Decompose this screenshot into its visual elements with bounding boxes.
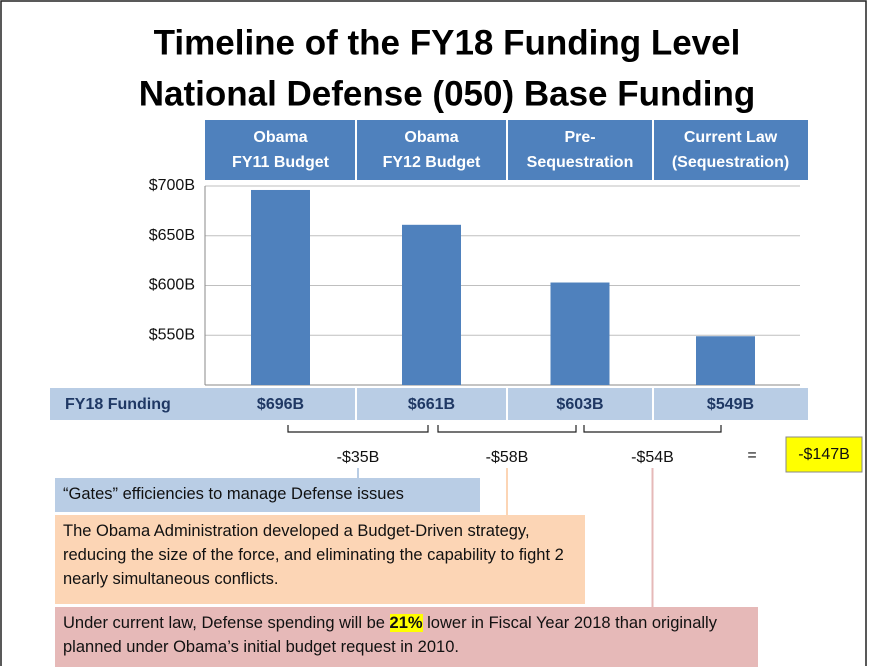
- difference-label: -$54B: [631, 449, 674, 466]
- category-label: Current Law: [684, 129, 778, 146]
- bracket: [583, 425, 722, 433]
- bracket: [287, 425, 429, 433]
- category-label: Obama: [404, 129, 458, 146]
- bar: [550, 282, 610, 385]
- note: “Gates” efficiencies to manage Defense i…: [55, 478, 480, 512]
- bar: [402, 224, 461, 385]
- note-text: Under current law, Defense spending will…: [63, 614, 390, 632]
- category-label: Obama: [253, 129, 307, 146]
- note: The Obama Administration developed a Bud…: [55, 515, 585, 604]
- note-text: The Obama Administration developed a Bud…: [63, 522, 564, 588]
- y-tick-label: $600B: [149, 277, 195, 294]
- category-label: (Sequestration): [672, 154, 789, 171]
- y-tick-label: $650B: [149, 227, 195, 244]
- title: National Defense (050) Base Funding: [139, 74, 756, 113]
- value-label: $603B: [556, 396, 603, 413]
- note-text: “Gates” efficiencies to manage Defense i…: [63, 485, 404, 503]
- total-box: [785, 436, 863, 473]
- value-label: $549B: [707, 396, 754, 413]
- bar: [251, 189, 310, 385]
- value-label: $661B: [408, 396, 455, 413]
- row-label: FY18 Funding: [65, 396, 171, 413]
- y-tick-label: $550B: [149, 326, 195, 343]
- difference-label: -$35B: [337, 449, 380, 466]
- total-label: -$147B: [798, 446, 850, 463]
- bracket: [437, 425, 577, 433]
- note-highlight: 21%: [389, 614, 423, 632]
- y-tick-label: $700B: [149, 177, 195, 194]
- difference-label: -$58B: [486, 449, 529, 466]
- equals: =: [747, 447, 756, 464]
- bar: [696, 336, 755, 385]
- note-text: lower in Fiscal Year 2018 than originall…: [63, 614, 717, 656]
- category-label: FY11 Budget: [232, 154, 330, 171]
- category-label: FY12 Budget: [383, 154, 481, 171]
- row-band: [50, 388, 808, 420]
- category-label: Sequestration: [527, 154, 634, 171]
- category-label: Pre-: [564, 129, 595, 146]
- value-label: $696B: [257, 396, 304, 413]
- note: Under current law, Defense spending will…: [55, 607, 758, 667]
- title: Timeline of the FY18 Funding Level: [154, 23, 741, 62]
